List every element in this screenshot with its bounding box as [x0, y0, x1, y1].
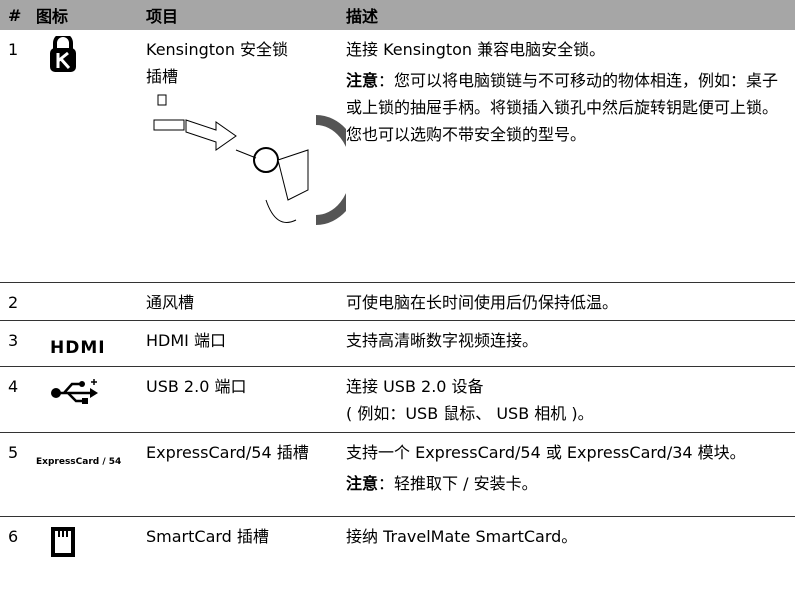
item-line: 插槽: [146, 67, 179, 86]
desc-text: ( 例如：USB 鼠标、 USB 相机 )。: [346, 403, 594, 423]
icon-cell: HDMI: [28, 320, 138, 367]
smartcard-icon: [51, 526, 75, 557]
row: 3 HDMI HDMI 端口 支持高清晰数字视频连接。: [0, 320, 795, 367]
icon-cell: [28, 30, 138, 283]
desc-para: 注意：您可以将电脑锁链与不可移动的物体相连，例如：桌子或上锁的抽屉手柄。将锁插入…: [346, 67, 787, 148]
desc: 连接 Kensington 兼容电脑安全锁。 注意：您可以将电脑锁链与不可移动的…: [338, 30, 795, 283]
usb-icon: [51, 378, 98, 404]
desc: 支持一个 ExpressCard/54 或 ExpressCard/34 模块。…: [338, 432, 795, 517]
num: 4: [0, 366, 28, 433]
num: 2: [0, 282, 28, 321]
num: 3: [0, 320, 28, 367]
spec-table: # 图标 项目 描述 1 Kensington 安全锁 插槽: [0, 0, 795, 586]
row: 2 通风槽 可使电脑在长时间使用后仍保持低温。: [0, 282, 795, 321]
header-cell: 项目: [138, 0, 338, 30]
item: Kensington 安全锁 插槽: [138, 30, 361, 283]
desc-text: 支持一个 ExpressCard/54 或 ExpressCard/34 模块。: [346, 442, 746, 462]
desc: 接纳 TravelMate SmartCard。: [346, 526, 578, 546]
item: ExpressCard/54 插槽: [138, 432, 338, 517]
header-cell: #: [0, 0, 28, 30]
header-cell: 图标: [28, 0, 138, 30]
desc-text: 连接 Kensington 兼容电脑安全锁。: [346, 40, 606, 59]
num: 1: [0, 30, 28, 283]
row: 5 ExpressCard / 54 ExpressCard/54 插槽 支持一…: [0, 432, 795, 517]
row: 4 USB 2.0 端口 连接 USB 2.0 设备 ( 例如：USB 鼠标、 …: [0, 366, 795, 433]
icon-cell: [28, 516, 138, 586]
lock-illustration: [153, 94, 361, 225]
desc: 支持高清晰数字视频连接。: [338, 320, 795, 367]
desc-text: ：轻推取下 / 安装卡。: [378, 473, 538, 493]
num: 5: [0, 432, 28, 517]
icon-cell: [28, 366, 138, 433]
icon-cell: [28, 282, 138, 321]
item: HDMI 端口: [138, 320, 338, 367]
row: 1 Kensington 安全锁 插槽 连接 Kensington 兼容电脑安全…: [0, 30, 795, 283]
hdmi-logo: HDMI: [50, 337, 106, 358]
num: 6: [8, 526, 19, 546]
desc: 可使电脑在长时间使用后仍保持低温。: [338, 282, 795, 321]
desc-para: 注意：轻推取下 / 安装卡。: [346, 470, 787, 497]
desc-text: ：您可以将电脑锁链与不可移动的物体相连，例如：桌子或上锁的抽屉手柄。将锁插入锁孔…: [346, 71, 779, 144]
icon-cell: ExpressCard / 54: [28, 432, 138, 517]
header-row: # 图标 项目 描述: [0, 0, 795, 30]
desc-text: 连接 USB 2.0 设备: [346, 376, 484, 396]
kensington-icon: [50, 36, 76, 72]
header-cell: 描述: [338, 0, 795, 30]
item: USB 2.0 端口: [138, 366, 338, 433]
expresscard-label: ExpressCard / 54: [36, 456, 122, 467]
row: 6 SmartCard 插槽 接纳 TravelMate SmartCard。: [0, 516, 795, 586]
item: 通风槽: [138, 282, 338, 321]
desc: 连接 USB 2.0 设备 ( 例如：USB 鼠标、 USB 相机 )。: [338, 366, 795, 433]
item: SmartCard 插槽: [146, 526, 269, 546]
note-label: 注意: [346, 473, 379, 493]
item-line: Kensington 安全锁: [146, 40, 289, 59]
note-label: 注意: [346, 71, 379, 90]
